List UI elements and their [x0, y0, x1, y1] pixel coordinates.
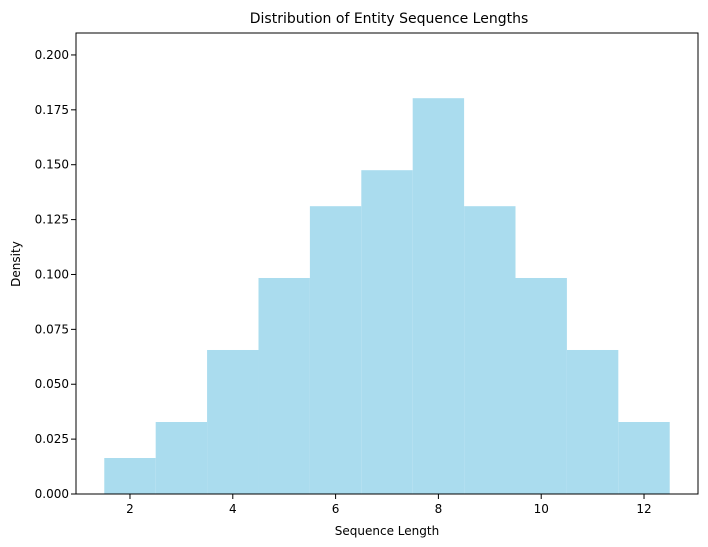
- plot-frame: [75, 32, 699, 495]
- chart-title: Distribution of Entity Sequence Lengths: [250, 11, 528, 27]
- x-axis-ticks: 2 4 6 8 10 12: [126, 494, 652, 516]
- y-axis-ticks: 0.000 0.025 0.050 0.075 0.100 0.125 0.150 0.175…: [35, 48, 76, 501]
- x-tick-label: 8: [435, 502, 443, 516]
- x-tick-label: 12: [636, 502, 651, 516]
- x-axis-label: Sequence Length: [335, 524, 439, 538]
- y-tick-label: 0.025: [35, 432, 69, 446]
- bars-layer: [104, 98, 670, 494]
- y-tick-label: 0.000: [35, 487, 69, 501]
- histogram-bar-11: [618, 422, 670, 494]
- y-tick-label: 0.150: [35, 158, 69, 172]
- histogram-bar-5: [309, 206, 362, 494]
- histogram-bar-1: [104, 458, 156, 494]
- y-tick-label: 0.125: [35, 213, 69, 227]
- histogram-bar-10: [566, 349, 619, 494]
- histogram-bar-3: [207, 349, 259, 494]
- histogram-bar-8: [464, 206, 516, 494]
- histogram-bar-2: [155, 422, 208, 494]
- y-tick-label: 0.175: [35, 103, 69, 117]
- x-tick-label: 4: [229, 502, 237, 516]
- y-tick-label: 0.100: [35, 267, 69, 281]
- y-tick-label: 0.200: [35, 48, 69, 62]
- histogram-bar-7: [412, 98, 465, 494]
- y-tick-label: 0.050: [35, 377, 69, 391]
- x-tick-label: 10: [534, 502, 549, 516]
- histogram-bar-9: [515, 277, 567, 494]
- x-tick-label: 6: [332, 502, 340, 516]
- y-axis-label: Density: [9, 241, 23, 287]
- y-tick-label: 0.075: [35, 322, 69, 336]
- x-tick-label: 2: [126, 502, 134, 516]
- histogram-bar-4: [258, 277, 310, 494]
- histogram-bar-6: [361, 170, 413, 494]
